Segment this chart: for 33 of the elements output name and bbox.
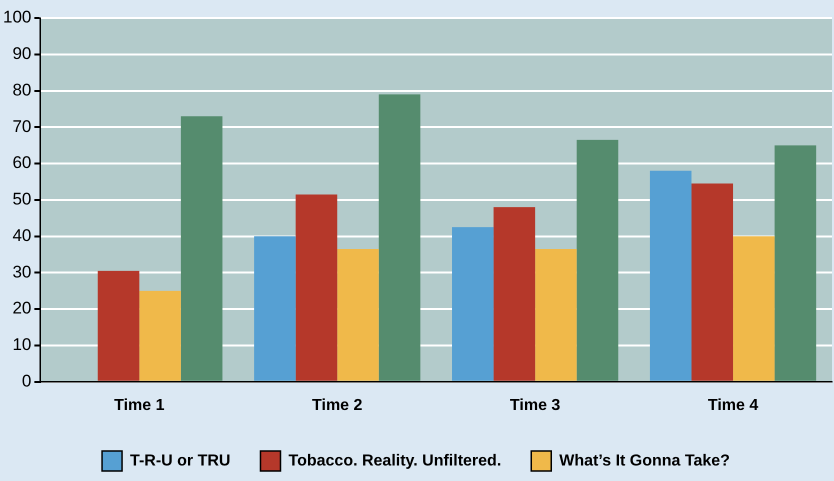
legend-label: T-R-U or TRU (130, 452, 230, 470)
bar (774, 145, 816, 381)
y-tick-label: 60 (12, 153, 32, 172)
bar (650, 170, 692, 381)
x-tick-label: Time 1 (114, 396, 165, 414)
x-tick-label: Time 2 (312, 396, 363, 414)
y-tick-label: 80 (12, 80, 32, 100)
bar (180, 116, 222, 381)
bar (494, 207, 536, 381)
y-tick-label: 70 (12, 116, 32, 136)
bar (733, 236, 775, 381)
y-tick-label: 40 (12, 226, 32, 245)
bar (98, 270, 140, 381)
y-tick-label: 100 (2, 8, 32, 27)
x-tick-label: Time 3 (510, 396, 560, 414)
y-tick-label: 50 (12, 190, 32, 209)
y-tick-label: 30 (12, 262, 32, 282)
legend-label: What’s It Gonna Take? (559, 452, 730, 470)
bar (296, 194, 338, 381)
legend-label: Tobacco. Reality. Unfiltered. (288, 452, 502, 470)
y-tick-label: 20 (12, 298, 32, 318)
bar (378, 94, 420, 381)
bar (254, 236, 296, 381)
bar (337, 249, 379, 381)
y-tick-label: 90 (12, 44, 32, 64)
bar (452, 227, 494, 381)
x-tick-label: Time 4 (708, 396, 758, 414)
bar (535, 249, 577, 381)
y-tick-label: 10 (12, 335, 32, 354)
bar (576, 140, 618, 381)
bar (691, 184, 734, 381)
bar (139, 290, 181, 381)
y-tick-label: 0 (22, 371, 32, 390)
